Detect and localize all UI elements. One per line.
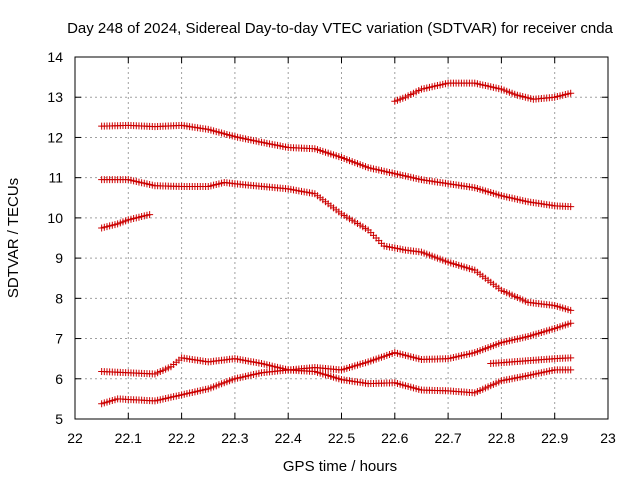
data-marks — [98, 79, 575, 408]
plot-frame — [74, 56, 609, 420]
series-satellite-f — [98, 366, 575, 408]
data-point — [567, 203, 575, 211]
y-tick-label: 7 — [55, 331, 63, 347]
x-tick-label: 22.6 — [381, 430, 408, 446]
y-tick-label: 13 — [47, 89, 63, 105]
x-tick-label: 22.7 — [434, 430, 461, 446]
y-tick-label: 12 — [47, 129, 63, 145]
x-tick-label: 22.8 — [488, 430, 515, 446]
y-tick-label: 9 — [55, 250, 63, 266]
y-tick-label: 10 — [47, 210, 63, 226]
x-tick-label: 22.3 — [221, 430, 248, 446]
x-tick-label: 23 — [600, 430, 616, 446]
y-tick-label: 5 — [55, 411, 63, 427]
data-point — [567, 306, 575, 314]
tick-labels: 22 22.1 22.2 22.3 22.4 22.5 22.6 22.7 22.8 22.9 23… — [47, 49, 616, 446]
y-tick-label: 14 — [47, 49, 63, 65]
x-axis-label: GPS time / hours — [283, 458, 397, 475]
grid — [75, 57, 608, 419]
series-satellite-c — [98, 176, 575, 314]
series-satellite-e — [98, 319, 575, 378]
chart-title: Day 248 of 2024, Sidereal Day-to-day VTE… — [67, 20, 613, 37]
y-axis-label: SDTVAR / TECUs — [5, 178, 22, 298]
series-satellite-g — [487, 354, 575, 367]
series-satellite-b — [98, 121, 575, 211]
data-point — [567, 89, 575, 97]
series-satellite-d — [98, 211, 154, 232]
x-tick-label: 22.1 — [115, 430, 142, 446]
x-tick-label: 22.5 — [328, 430, 355, 446]
x-tick-label: 22.4 — [275, 430, 302, 446]
data-point — [146, 211, 154, 219]
y-tick-label: 8 — [55, 290, 63, 306]
y-tick-label: 11 — [48, 170, 63, 186]
x-tick-label: 22.2 — [168, 430, 195, 446]
data-point — [567, 366, 575, 374]
y-tick-label: 6 — [55, 371, 63, 387]
x-tick-label: 22 — [67, 430, 83, 446]
x-tick-label: 22.9 — [541, 430, 568, 446]
series-satellite-a — [391, 79, 575, 105]
data-point — [567, 319, 575, 327]
data-point — [567, 354, 575, 362]
